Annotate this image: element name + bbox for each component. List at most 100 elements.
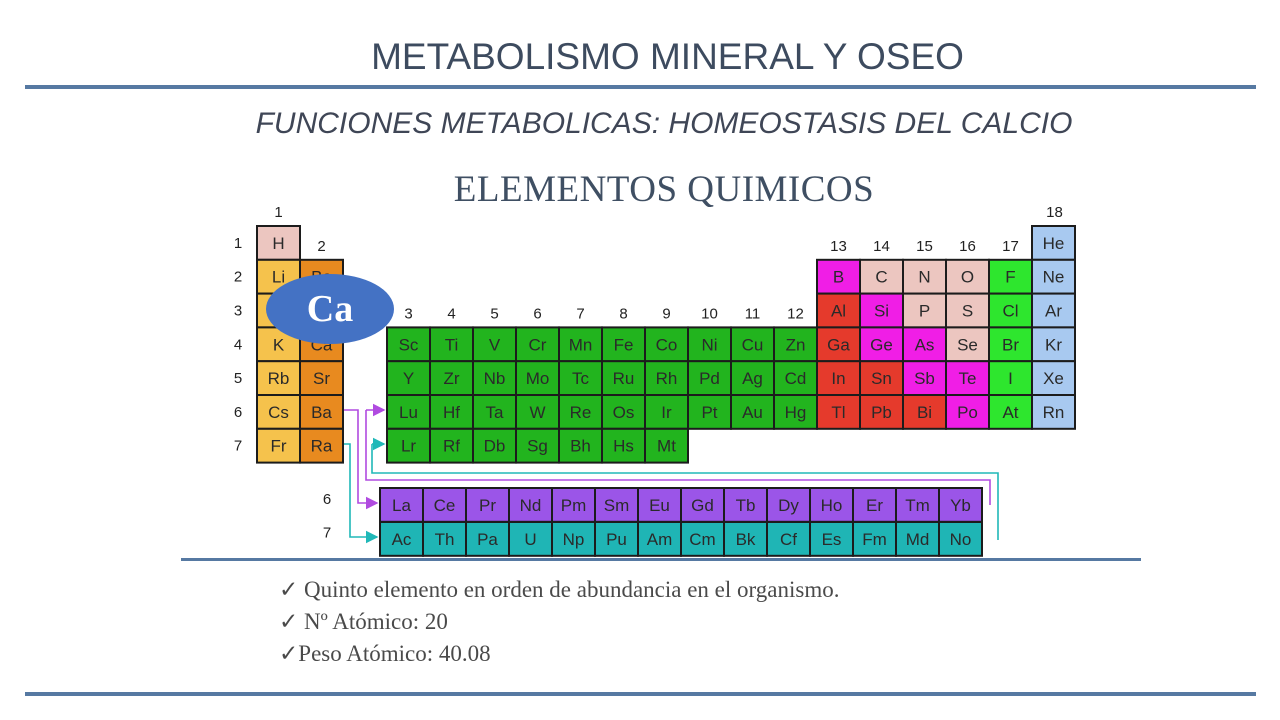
svg-text:Ra: Ra [311, 437, 333, 456]
svg-text:Th: Th [435, 530, 455, 549]
svg-text:Sg: Sg [527, 437, 548, 456]
element-ba: Ba [299, 394, 344, 430]
element-u: U [508, 521, 553, 557]
element-bi: Bi [902, 394, 947, 430]
element-cr: Cr [515, 326, 560, 363]
element-la: La [379, 487, 424, 523]
element-co: Co [644, 326, 689, 363]
element-db: Db [472, 427, 517, 464]
element-cl: Cl [988, 292, 1033, 329]
svg-text:Dy: Dy [778, 496, 799, 515]
svg-text:Kr: Kr [1045, 335, 1062, 354]
svg-text:O: O [961, 268, 974, 287]
element-mn: Mn [558, 326, 603, 363]
svg-text:Hg: Hg [785, 403, 807, 422]
element-ta: Ta [472, 394, 517, 430]
svg-text:Cu: Cu [742, 335, 764, 354]
svg-text:Sn: Sn [871, 369, 892, 388]
svg-text:Br: Br [1002, 335, 1019, 354]
element-sg: Sg [515, 427, 560, 464]
period-label-1: 1 [234, 235, 242, 252]
element-ge: Ge [859, 326, 904, 363]
slide-title: METABOLISMO MINERAL Y OSEO [371, 36, 964, 77]
svg-text:Rn: Rn [1043, 403, 1065, 422]
element-rh: Rh [644, 360, 689, 397]
element-sm: Sm [594, 487, 639, 523]
element-pb: Pb [859, 394, 904, 430]
fblock-period-label-6: 6 [323, 491, 331, 508]
svg-text:U: U [524, 530, 536, 549]
element-w: W [515, 394, 560, 430]
svg-text:Nb: Nb [484, 369, 506, 388]
element-ir: Ir [644, 394, 689, 430]
element-sb: Sb [902, 360, 947, 397]
svg-text:Fe: Fe [614, 335, 634, 354]
element-nb: Nb [472, 360, 517, 397]
element-y: Y [386, 360, 431, 397]
svg-text:Al: Al [831, 302, 846, 321]
element-ac: Ac [379, 521, 424, 557]
svg-text:Lu: Lu [399, 403, 418, 422]
svg-text:Pd: Pd [699, 369, 720, 388]
svg-text:Fr: Fr [270, 437, 286, 456]
element-no: No [938, 521, 983, 557]
element-ce: Ce [422, 487, 467, 523]
element-ra: Ra [299, 427, 344, 464]
element-tb: Tb [723, 487, 768, 523]
svg-text:Os: Os [613, 403, 635, 422]
element-hg: Hg [773, 394, 818, 430]
element-pt: Pt [687, 394, 732, 430]
period-label-6: 6 [234, 404, 242, 421]
svg-text:Bk: Bk [736, 530, 756, 549]
element-ne: Ne [1031, 258, 1076, 295]
svg-text:B: B [833, 268, 844, 287]
svg-text:Ir: Ir [661, 403, 672, 422]
svg-text:Fm: Fm [862, 530, 887, 549]
element-hf: Hf [429, 394, 474, 430]
svg-text:V: V [489, 335, 501, 354]
element-th: Th [422, 521, 467, 557]
element-se: Se [945, 326, 990, 363]
period-label-3: 3 [234, 303, 242, 320]
element-pm: Pm [551, 487, 596, 523]
group-label-17: 17 [1002, 238, 1019, 255]
svg-text:Ni: Ni [701, 335, 717, 354]
svg-text:Si: Si [874, 302, 889, 321]
group-label-9: 9 [662, 305, 670, 322]
element-pu: Pu [594, 521, 639, 557]
svg-text:Yb: Yb [950, 496, 971, 515]
element-rn: Rn [1031, 394, 1076, 430]
svg-text:Tc: Tc [572, 369, 590, 388]
svg-text:Re: Re [570, 403, 592, 422]
calcium-facts-list: ✓ Quinto elemento en orden de abundancia… [279, 574, 839, 670]
group-label-4: 4 [447, 305, 455, 322]
group-label-16: 16 [959, 238, 976, 255]
svg-text:Ce: Ce [434, 496, 456, 515]
group-label-3: 3 [404, 305, 412, 322]
svg-text:Ta: Ta [486, 403, 505, 422]
svg-text:Nd: Nd [520, 496, 542, 515]
element-c: C [859, 258, 904, 295]
svg-text:Rb: Rb [268, 369, 290, 388]
element-tm: Tm [895, 487, 940, 523]
fblock-period-label-7: 7 [323, 525, 331, 542]
bottom-divider [25, 692, 1256, 696]
element-al: Al [816, 292, 861, 329]
element-dy: Dy [766, 487, 811, 523]
group-label-8: 8 [619, 305, 627, 322]
group-label-18: 18 [1046, 204, 1063, 221]
svg-text:Cm: Cm [689, 530, 715, 549]
svg-text:Sb: Sb [914, 369, 935, 388]
element-ru: Ru [601, 360, 646, 397]
element-sr: Sr [299, 360, 344, 397]
element-mt: Mt [644, 427, 689, 464]
svg-text:Np: Np [563, 530, 585, 549]
group-label-2: 2 [317, 238, 325, 255]
group-label-10: 10 [701, 305, 718, 322]
element-rf: Rf [429, 427, 474, 464]
fact-abundance: ✓ Quinto elemento en orden de abundancia… [279, 577, 840, 602]
svg-text:Mt: Mt [657, 437, 676, 456]
element-am: Am [637, 521, 682, 557]
svg-text:Ar: Ar [1045, 302, 1062, 321]
svg-text:Pr: Pr [479, 496, 496, 515]
